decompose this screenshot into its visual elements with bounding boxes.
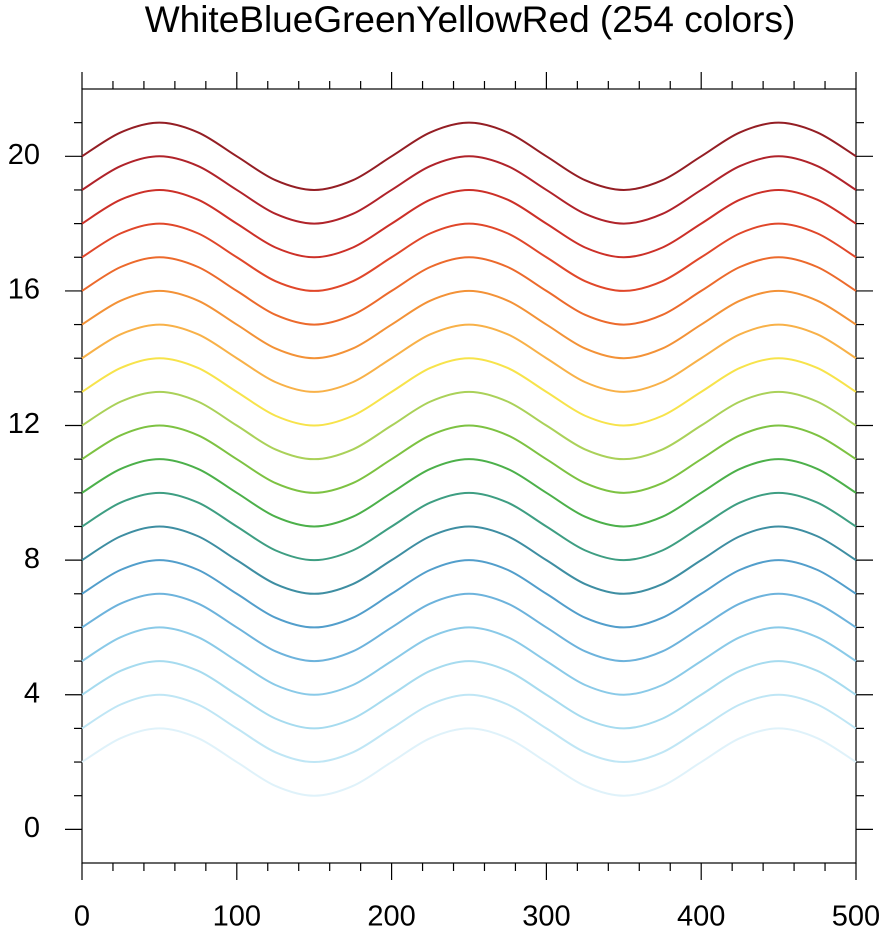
y-tick-label: 8	[24, 543, 40, 575]
x-tick-label: 0	[74, 901, 90, 933]
series-line	[81, 660, 857, 730]
series-line	[81, 390, 857, 461]
series-line	[81, 727, 857, 797]
series-line	[81, 592, 857, 663]
x-tick-label: 400	[677, 901, 725, 933]
series-line	[81, 222, 857, 292]
series-line	[81, 155, 857, 225]
y-tick-label: 4	[24, 677, 40, 709]
series-line	[81, 559, 857, 629]
y-tick-label: 20	[8, 139, 40, 171]
series-line	[81, 693, 857, 764]
x-tick-label: 300	[522, 901, 570, 933]
series-line	[81, 323, 857, 393]
series-line	[81, 121, 857, 191]
series-line	[81, 626, 857, 696]
x-tick-label: 200	[367, 901, 415, 933]
series-line	[81, 289, 857, 360]
series-line	[81, 188, 857, 259]
series-line	[81, 357, 857, 427]
plot-frame	[81, 88, 857, 864]
series-line	[81, 491, 857, 562]
x-tick-label: 100	[213, 901, 261, 933]
series-line	[81, 525, 857, 595]
y-tick-label: 16	[8, 274, 40, 306]
x-tick-label: 500	[832, 901, 880, 933]
series-line	[81, 458, 857, 528]
y-tick-label: 12	[8, 408, 40, 440]
y-tick-label: 0	[24, 812, 40, 844]
chart-title: WhiteBlueGreenYellowRed (254 colors)	[145, 0, 796, 40]
series-line	[81, 256, 857, 326]
series-line	[81, 424, 857, 494]
